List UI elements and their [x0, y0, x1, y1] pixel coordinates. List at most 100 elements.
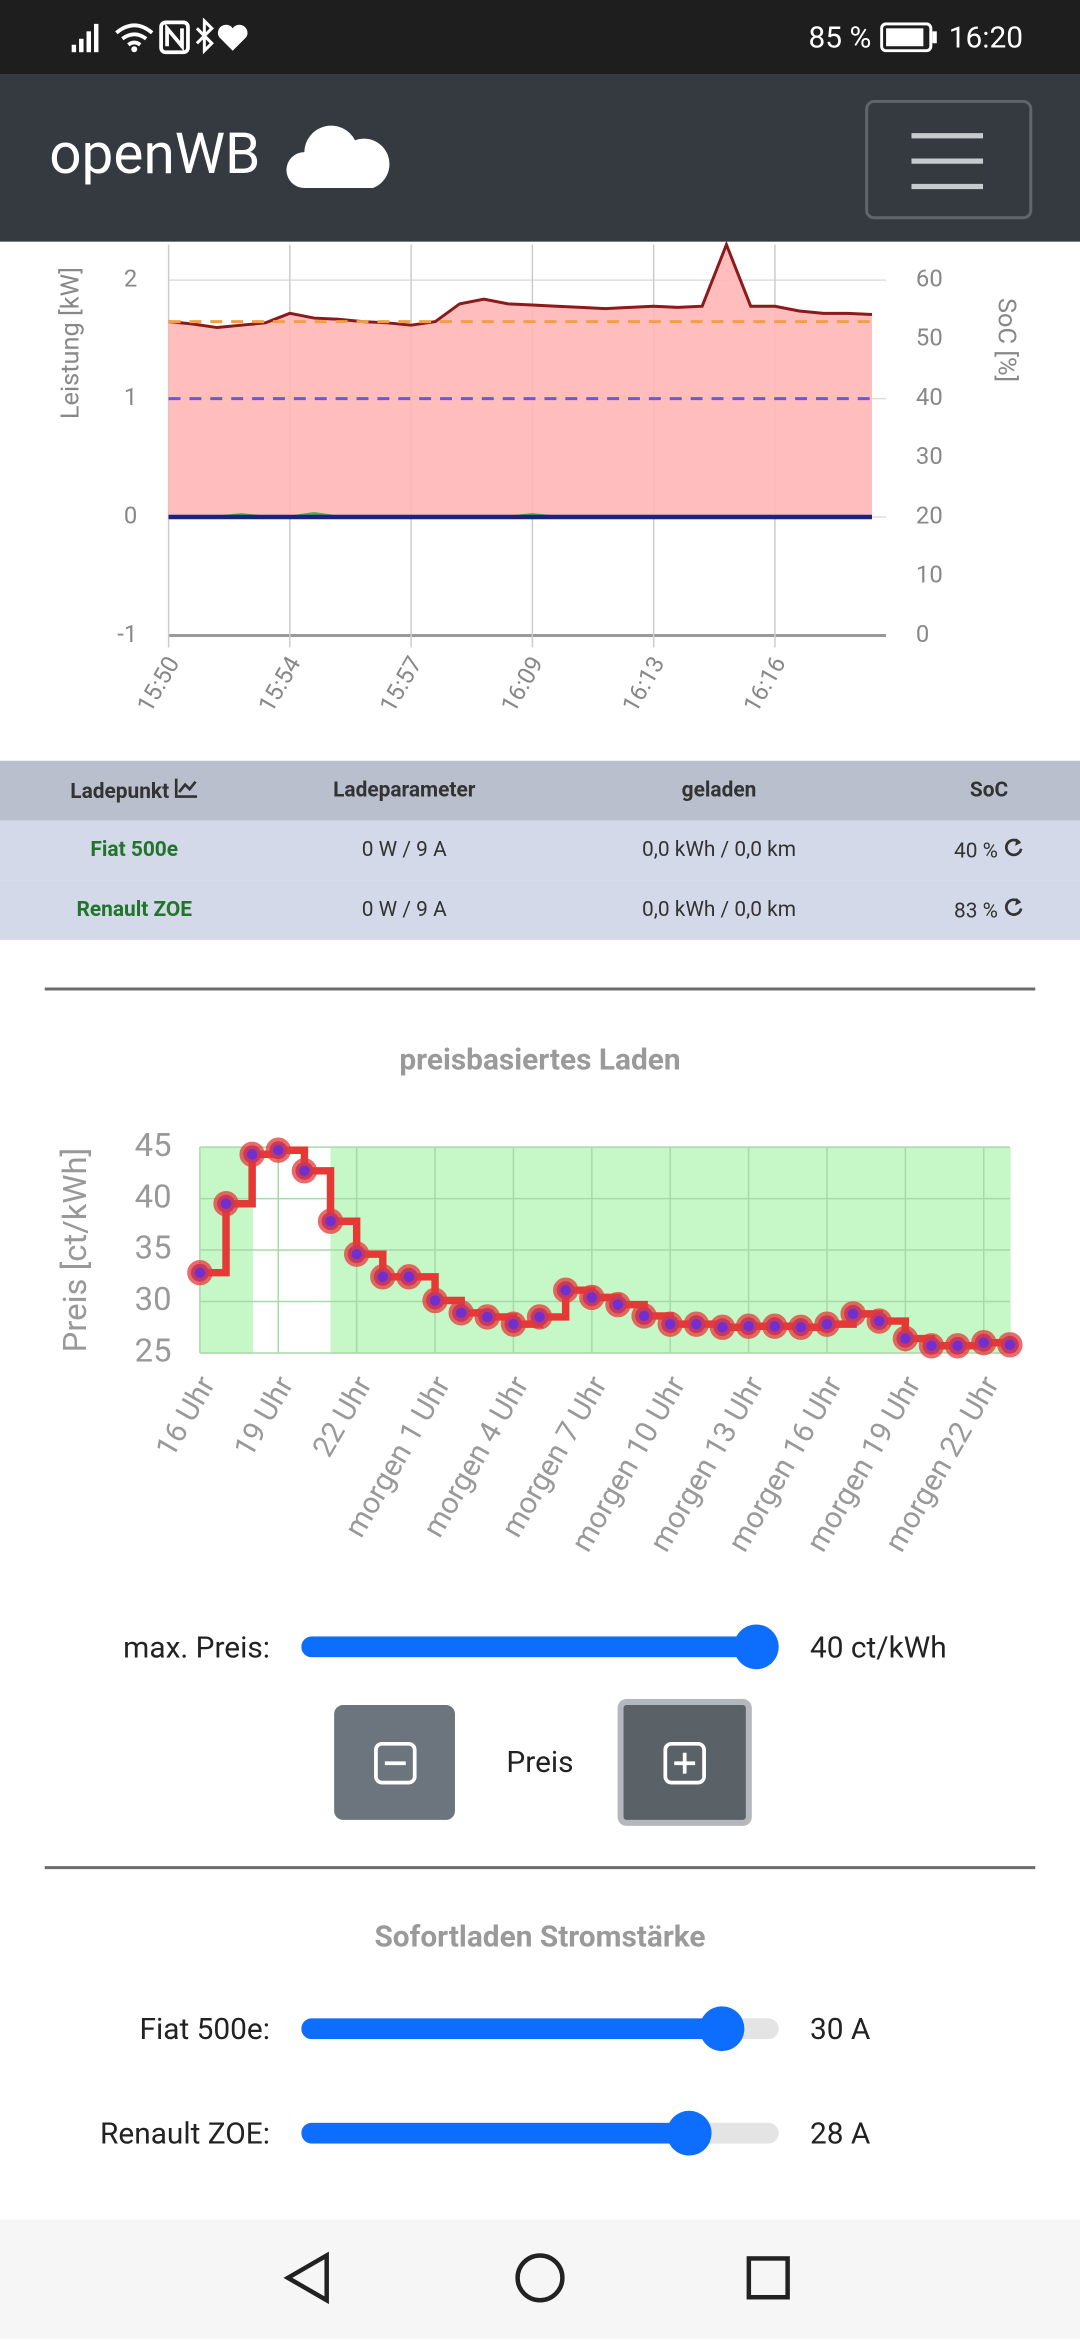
slider-label: max. Preis:	[123, 1628, 270, 1665]
slider-value: 28 A	[809, 2115, 871, 2152]
y2-tick-label: 60	[916, 264, 943, 292]
price-point	[526, 1304, 553, 1330]
brand[interactable]: openWB	[49, 122, 261, 188]
table-cell: 83 %	[954, 897, 1024, 923]
slider-track[interactable]	[301, 2122, 779, 2144]
nav-icons	[283, 2251, 790, 2305]
y-tick-label: -1	[117, 620, 137, 648]
slider-thumb[interactable]	[733, 1624, 779, 1670]
price-point	[370, 1264, 396, 1290]
y2-tick-label: 30	[916, 442, 943, 470]
price-point	[631, 1303, 657, 1329]
price-point	[866, 1308, 892, 1334]
increase-button[interactable]	[617, 1699, 752, 1826]
price-point	[840, 1301, 866, 1327]
menu-toggle[interactable]	[865, 99, 1033, 220]
price-point	[814, 1311, 840, 1337]
button-label: Preis	[506, 1743, 574, 1780]
x-tick-label: 15:50	[131, 651, 185, 716]
x-tick-label: 16:16	[738, 651, 792, 716]
x-tick-label: 15:54	[252, 651, 306, 716]
cell-text: 40 %	[953, 839, 998, 864]
x-tick-label: 15:57	[374, 651, 428, 716]
chart-icon[interactable]	[174, 777, 198, 798]
price-point	[239, 1141, 265, 1168]
y-tick-label: 30	[135, 1281, 172, 1319]
slider-fill	[301, 2018, 722, 2040]
slider-value: 30 A	[809, 2010, 871, 2047]
cell-text: Fiat 500e	[90, 838, 179, 863]
minus-icon	[374, 1741, 417, 1785]
cell-text: Renault ZOE	[76, 898, 193, 922]
x-tick-label: 16:13	[616, 651, 670, 716]
decrease-button[interactable]	[334, 1705, 455, 1820]
price-point	[605, 1291, 631, 1318]
price-point	[213, 1191, 239, 1217]
table-header: Ladepunkt Ladeparameter geladen SoC	[0, 760, 1080, 821]
clock: 16:20	[948, 19, 1024, 56]
price-point	[317, 1208, 344, 1234]
y2-tick-label: 10	[916, 561, 943, 589]
slider-value: 40 ct/kWh	[809, 1628, 947, 1665]
y-tick-label: 45	[135, 1127, 172, 1165]
table-cell: 0 W / 9 A	[362, 898, 447, 922]
table-cell: 0,0 kWh / 0,0 km	[642, 838, 796, 862]
y-tick-label: 35	[135, 1230, 172, 1268]
price-point	[553, 1277, 579, 1303]
price-point	[709, 1314, 736, 1340]
navbar: openWB	[0, 74, 1080, 242]
price-point	[918, 1333, 945, 1359]
table-cell[interactable]: Renault ZOE	[76, 898, 192, 922]
price-point	[788, 1314, 814, 1340]
slider-track[interactable]	[301, 1636, 779, 1658]
divider	[44, 1866, 1036, 1870]
hamburger-icon	[911, 133, 984, 190]
y2-tick-label: 50	[916, 324, 943, 352]
price-point	[762, 1313, 788, 1339]
plus-icon	[663, 1741, 706, 1785]
slider-thumb[interactable]	[699, 2006, 745, 2052]
y-tick-label: 1	[124, 383, 137, 411]
table-cell[interactable]: Fiat 500e	[90, 838, 178, 862]
slider-fill	[301, 2122, 690, 2144]
slider-thumb[interactable]	[666, 2110, 712, 2156]
table-row: Fiat 500e 0 W / 9 A 0,0 kWh / 0,0 km 40 %	[0, 820, 1080, 881]
cell-text: 0 W / 9 A	[361, 838, 447, 863]
cell-text: 0 W / 9 A	[361, 898, 447, 922]
section-title: Sofortladen Stromstärke	[374, 1918, 706, 1955]
price-point	[892, 1325, 919, 1352]
slider-track[interactable]	[301, 2018, 779, 2040]
series-line	[168, 241, 873, 330]
x-tick-label: 16:09	[495, 651, 549, 716]
y-tick-label: 40	[135, 1178, 172, 1216]
table-row: Renault ZOE 0 W / 9 A 0,0 kWh / 0,0 km 83 %	[0, 880, 1080, 940]
header-text: Ladepunkt	[70, 780, 170, 805]
refresh-icon[interactable]	[1003, 837, 1024, 858]
battery-percent: 85 %	[808, 19, 872, 56]
price-point	[579, 1284, 605, 1311]
status-bar: 85 % 16:20	[0, 0, 1080, 75]
price-point	[422, 1287, 448, 1314]
y2-axis-label: SoC [%]	[992, 298, 1022, 382]
y-tick-label: 2	[124, 264, 137, 292]
price-point	[997, 1332, 1023, 1358]
price-point	[396, 1264, 422, 1290]
slider-label: Renault ZOE:	[100, 2115, 270, 2152]
y-tick-label: 0	[124, 501, 137, 529]
price-point	[735, 1313, 762, 1339]
recent-button[interactable]	[746, 2256, 790, 2300]
table-cell: 0 W / 9 A	[362, 838, 447, 862]
back-button[interactable]	[283, 2251, 329, 2305]
refresh-icon[interactable]	[1003, 897, 1024, 918]
system-nav	[0, 2219, 1080, 2340]
price-point	[291, 1158, 318, 1184]
price-point	[683, 1311, 710, 1337]
price-point	[448, 1300, 474, 1326]
area	[168, 244, 872, 518]
table-cell: 0,0 kWh / 0,0 km	[642, 898, 796, 922]
x-tick-label: 16 Uhr	[149, 1370, 223, 1463]
home-button[interactable]	[515, 2253, 565, 2303]
price-point	[265, 1137, 291, 1163]
